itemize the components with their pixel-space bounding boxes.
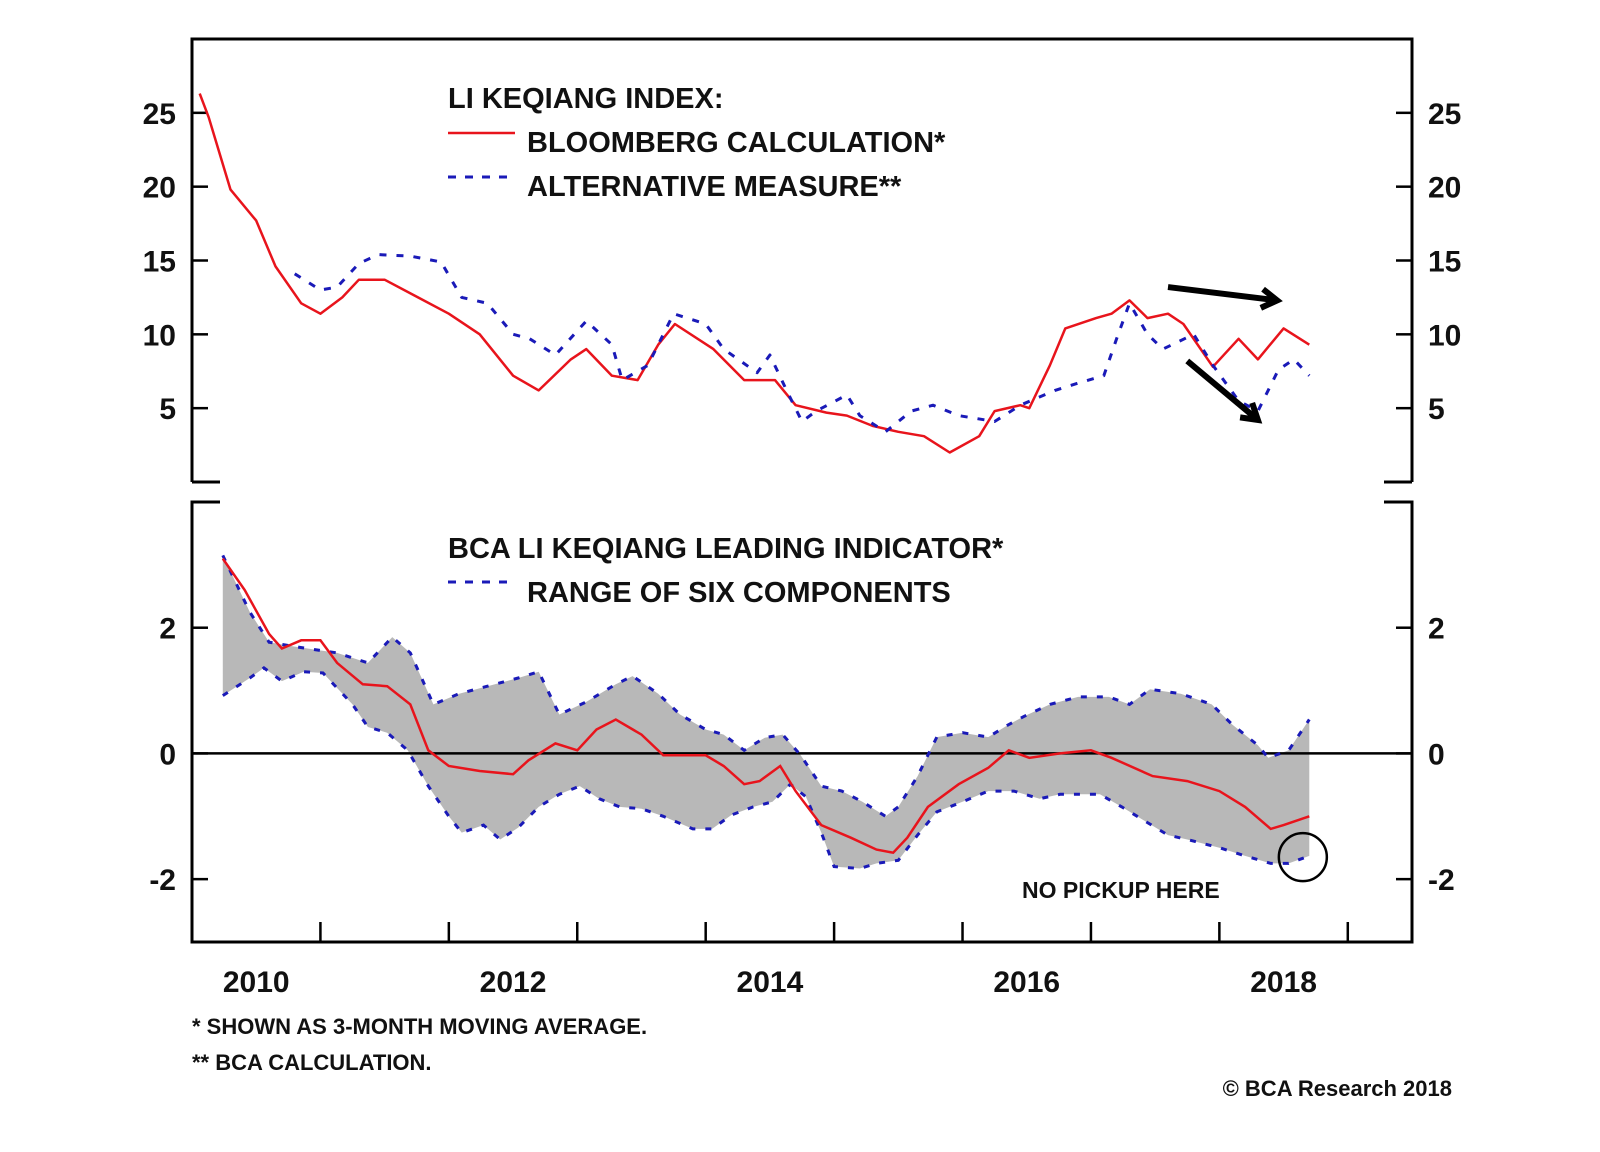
top-panel: 5 5 10 10 15 15 20 20 25 25 LI KEQIANG INDEX: BLO… <box>143 83 1462 454</box>
top-y-axis: 5 5 10 10 15 15 20 20 25 25 <box>143 98 1462 426</box>
range-band <box>222 555 1310 869</box>
bottom-panel-frame <box>190 500 1414 944</box>
footnote-2: ** BCA CALCULATION. <box>192 1050 432 1075</box>
legend-item-alternative: ALTERNATIVE MEASURE** <box>527 171 902 203</box>
bottom-series <box>192 554 1412 871</box>
bottom-ytick-label-left: -2 <box>149 864 176 897</box>
leading-indicator-line <box>221 557 1310 855</box>
range-lower-line <box>221 666 1310 871</box>
bottom-ytick-label-right: 2 <box>1428 613 1445 646</box>
top-panel-frame <box>190 37 1414 482</box>
alternative-measure-line <box>293 253 1311 434</box>
footnotes: * SHOWN AS 3-MONTH MOVING AVERAGE. ** BC… <box>192 1014 1452 1101</box>
top-ytick-label-right: 20 <box>1428 172 1461 205</box>
x-tick-label: 2016 <box>993 966 1060 999</box>
legend-item-range: RANGE OF SIX COMPONENTS <box>527 577 951 609</box>
top-arrows <box>1167 284 1283 424</box>
top-legend-title: LI KEQIANG INDEX: <box>448 83 724 115</box>
legend-item-bloomberg: BLOOMBERG CALCULATION* <box>527 127 946 159</box>
x-tick-label: 2012 <box>480 966 547 999</box>
falling-arrow-head <box>1239 401 1263 424</box>
copyright: © BCA Research 2018 <box>1223 1076 1452 1101</box>
flat-arrow-head <box>1259 286 1283 311</box>
top-ytick-label-left: 15 <box>143 246 176 279</box>
x-tick-label: 2014 <box>737 966 804 999</box>
x-axis: 2010 2012 2014 2016 2018 <box>223 922 1350 999</box>
flat-arrow-shaft <box>1167 284 1278 304</box>
bottom-legend: BCA LI KEQIANG LEADING INDICATOR* RANGE … <box>448 533 1004 609</box>
range-upper-line <box>221 554 1311 819</box>
top-ytick-label-right: 10 <box>1428 319 1461 352</box>
bottom-ytick-label-left: 0 <box>159 738 176 771</box>
top-legend: LI KEQIANG INDEX: BLOOMBERG CALCULATION*… <box>448 83 946 203</box>
no-pickup-annotation: NO PICKUP HERE <box>1022 877 1220 903</box>
bottom-y-axis: -2 -2 0 0 2 2 <box>149 613 1454 897</box>
top-ytick-label-left: 5 <box>159 393 176 426</box>
top-ytick-label-right: 5 <box>1428 393 1445 426</box>
no-pickup-circle <box>1277 831 1329 883</box>
footnote-1: * SHOWN AS 3-MONTH MOVING AVERAGE. <box>192 1014 647 1039</box>
bottom-ytick-label-right: -2 <box>1428 864 1455 897</box>
falling-arrow-shaft <box>1185 358 1260 423</box>
top-ytick-label-right: 25 <box>1428 98 1461 131</box>
x-tick-label: 2018 <box>1250 966 1317 999</box>
bottom-panel: -2 -2 0 0 2 2 BCA LI KEQIANG LEADING INDICATO… <box>149 533 1454 903</box>
bottom-ytick-label-right: 0 <box>1428 738 1445 771</box>
bloomberg-calculation-line <box>198 93 1310 454</box>
top-ytick-label-left: 25 <box>143 98 176 131</box>
top-ytick-label-left: 10 <box>143 319 176 352</box>
top-ytick-label-left: 20 <box>143 172 176 205</box>
top-series <box>198 93 1311 454</box>
bottom-legend-title: BCA LI KEQIANG LEADING INDICATOR* <box>448 533 1004 565</box>
x-tick-label: 2010 <box>223 966 290 999</box>
top-ytick-label-right: 15 <box>1428 246 1461 279</box>
bottom-ytick-label-left: 2 <box>159 613 176 646</box>
